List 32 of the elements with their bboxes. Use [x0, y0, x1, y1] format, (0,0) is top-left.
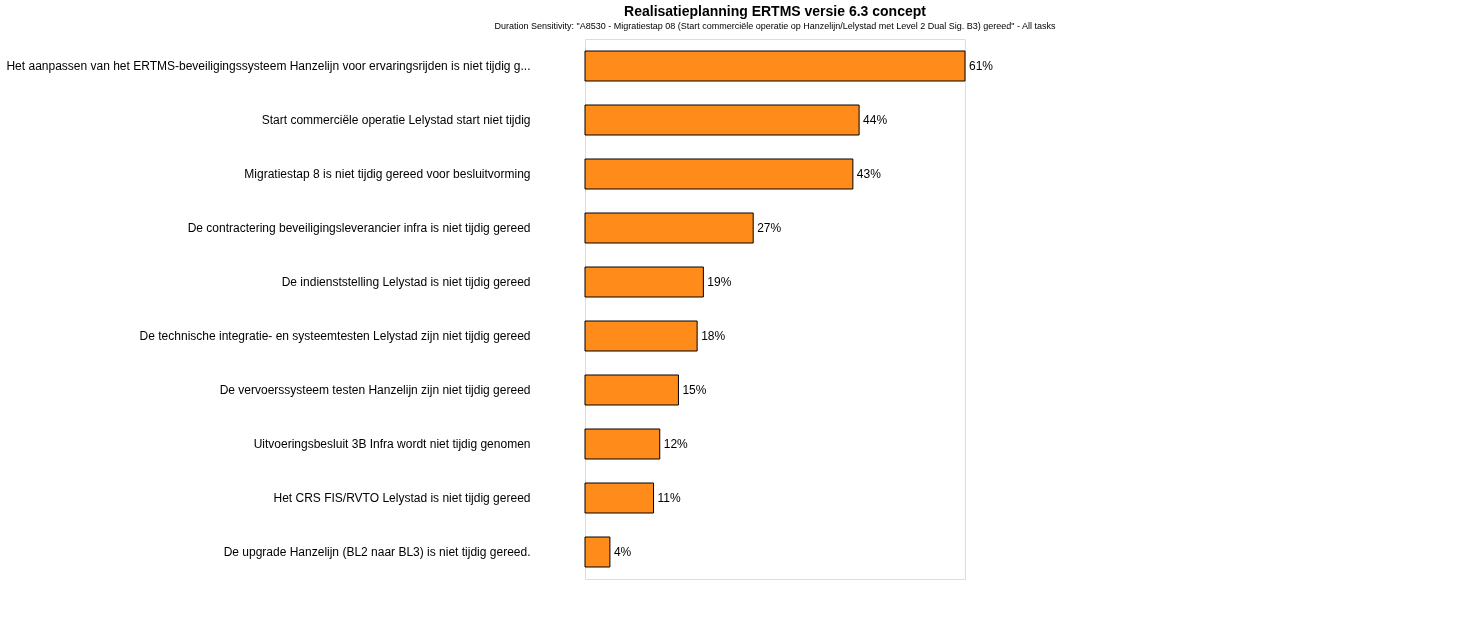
data-label: 27% [757, 221, 782, 235]
chart-subtitle: Duration Sensitivity: "A8530 - Migratiestap 08 (Start commerciële operatie op Hanzelijn/Lelystad met Level 2 Dual Sig. B3) gereed" - All tasks [494, 21, 1057, 31]
data-label: 4% [613, 545, 632, 559]
bar [584, 374, 679, 406]
y-tick-label: De indienststelling Lelystad is niet tijdig gereed [281, 275, 531, 289]
y-tick-label: De technische integratie- en systeemtesten Lelystad zijn niet tijdig gereed [139, 329, 531, 343]
y-tick-label: Het aanpassen van het ERTMS-beveiligingssysteem Hanzelijn voor ervaringsrijden is niet tijdig g... [6, 59, 531, 73]
bar [584, 50, 966, 82]
bar [584, 320, 698, 352]
y-tick-label: De contractering beveiligingsleverancier infra is niet tijdig gereed [187, 221, 531, 235]
data-label: 19% [707, 275, 732, 289]
chart-title: Realisatieplanning ERTMS versie 6.3 concept [624, 3, 927, 19]
bar [584, 104, 860, 136]
y-tick-label: Uitvoeringsbesluit 3B Infra wordt niet tijdig genomen [253, 437, 531, 451]
data-label: 18% [701, 329, 726, 343]
y-tick-label: De upgrade Hanzelijn (BL2 naar BL3) is niet tijdig gereed. [223, 545, 531, 559]
y-tick-label: Het CRS FIS/RVTO Lelystad is niet tijdig gereed [273, 491, 531, 505]
data-label: 61% [969, 59, 994, 73]
y-tick-label: De vervoerssysteem testen Hanzelijn zijn niet tijdig gereed [219, 383, 531, 397]
data-label: 43% [856, 167, 882, 181]
y-tick-label: Migratiestap 8 is niet tijdig gereed voor besluitvorming [244, 167, 531, 181]
data-label: 11% [657, 491, 681, 505]
data-label: 15% [682, 383, 707, 397]
bar [584, 536, 611, 568]
data-label: 12% [663, 437, 689, 451]
bar [584, 212, 754, 244]
bar [584, 158, 854, 190]
y-tick-label: Start commerciële operatie Lelystad start niet tijdig [261, 113, 531, 127]
data-label: 44% [863, 113, 888, 127]
bar [584, 428, 661, 460]
bar [584, 482, 655, 514]
bar [584, 266, 704, 298]
